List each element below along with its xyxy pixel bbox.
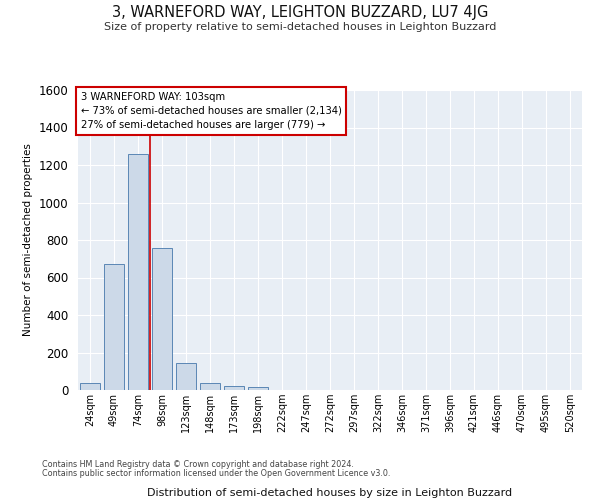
Text: Distribution of semi-detached houses by size in Leighton Buzzard: Distribution of semi-detached houses by …	[148, 488, 512, 498]
Bar	[224, 386, 244, 390]
Text: Size of property relative to semi-detached houses in Leighton Buzzard: Size of property relative to semi-detach…	[104, 22, 496, 32]
Bar	[152, 248, 172, 390]
Text: Contains public sector information licensed under the Open Government Licence v3: Contains public sector information licen…	[42, 468, 391, 477]
Text: 3, WARNEFORD WAY, LEIGHTON BUZZARD, LU7 4JG: 3, WARNEFORD WAY, LEIGHTON BUZZARD, LU7 …	[112, 5, 488, 20]
Text: 3 WARNEFORD WAY: 103sqm
← 73% of semi-detached houses are smaller (2,134)
27% of: 3 WARNEFORD WAY: 103sqm ← 73% of semi-de…	[80, 92, 341, 130]
Bar	[104, 264, 124, 390]
Text: Contains HM Land Registry data © Crown copyright and database right 2024.: Contains HM Land Registry data © Crown c…	[42, 460, 354, 469]
Bar	[176, 363, 196, 390]
Bar	[80, 384, 100, 390]
Bar	[200, 384, 220, 390]
Bar	[248, 387, 268, 390]
Bar	[128, 154, 148, 390]
Y-axis label: Number of semi-detached properties: Number of semi-detached properties	[23, 144, 33, 336]
